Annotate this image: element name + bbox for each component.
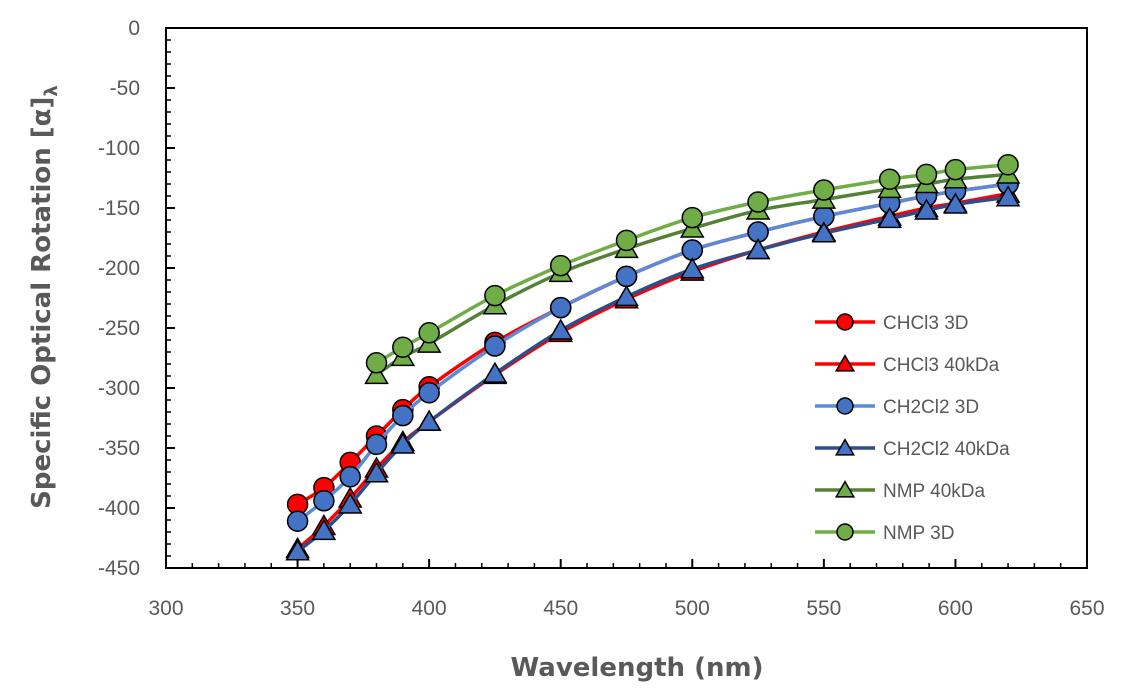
data-point — [914, 198, 939, 220]
y-tick-label: -100 — [98, 137, 140, 160]
data-point — [365, 352, 388, 374]
data-point — [285, 539, 310, 561]
data-point — [614, 284, 639, 307]
x-tick-label: 550 — [806, 597, 841, 620]
legend-item: CHCl3 3D — [815, 313, 969, 334]
legend-marker — [834, 480, 856, 498]
data-point — [364, 461, 389, 483]
data-point — [997, 154, 1019, 176]
x-axis-title: Wavelength (nm) — [511, 653, 764, 683]
legend-label: NMP 40kDa — [883, 481, 986, 502]
y-tick-label: -350 — [98, 437, 140, 460]
x-tick-label: 450 — [543, 597, 578, 620]
data-point — [416, 409, 442, 431]
data-point — [313, 490, 335, 512]
data-point — [811, 221, 837, 243]
data-point — [747, 191, 769, 213]
data-point — [679, 257, 705, 279]
legend-marker — [834, 354, 856, 372]
series-nmp-3d — [365, 154, 1019, 374]
data-point — [339, 466, 361, 488]
y-axis-title-main: Specific Optical Rotation [α] — [27, 97, 57, 509]
y-tick-label: -250 — [98, 317, 140, 340]
data-point — [418, 382, 440, 404]
data-point — [418, 322, 440, 344]
x-tick-label: 300 — [148, 597, 183, 620]
legend-label: CH2Cl2 3D — [883, 397, 979, 418]
x-tick-label: 350 — [280, 597, 315, 620]
y-axis-title-sub: λ — [41, 85, 62, 96]
data-point — [615, 265, 638, 288]
y-tick-label: -450 — [98, 557, 140, 580]
data-point — [392, 404, 414, 427]
y-tick-label: -150 — [98, 197, 140, 220]
legend-item: CH2Cl2 40kDa — [815, 438, 1010, 460]
y-axis-title: Specific Optical Rotation [α]λ — [27, 85, 62, 509]
data-point — [681, 206, 704, 229]
data-point — [878, 168, 901, 190]
series-ch2cl2-3d — [286, 173, 1019, 532]
data-point — [484, 335, 506, 357]
data-point — [365, 433, 388, 456]
legend-label: NMP 3D — [883, 523, 954, 544]
data-point — [813, 179, 835, 201]
legend-label: CHCl3 3D — [883, 313, 969, 334]
y-tick-label: 0 — [128, 17, 140, 40]
legend-marker — [836, 397, 854, 415]
data-point — [549, 296, 572, 319]
y-tick-label: -50 — [110, 77, 140, 100]
data-point — [286, 510, 309, 532]
legend-marker — [836, 523, 854, 541]
x-tick-label: 600 — [938, 597, 973, 620]
series-layer — [285, 154, 1021, 561]
legend-item: NMP 40kDa — [815, 480, 986, 502]
y-tick-label: -400 — [98, 497, 140, 520]
data-point — [392, 336, 414, 358]
legend-item: CHCl3 40kDa — [815, 354, 1000, 376]
y-tick-label: -200 — [98, 257, 140, 280]
data-point — [995, 185, 1021, 207]
axes: 0 -50 -100 -150 -200 -250 -300 -350 -400 -450 300 3… — [98, 17, 1105, 620]
data-point — [915, 163, 938, 186]
data-point — [548, 318, 574, 340]
x-tick-label: 500 — [675, 597, 710, 620]
data-point — [943, 192, 968, 214]
plot-frame — [165, 27, 1088, 569]
series-line — [296, 195, 1009, 553]
legend-marker — [836, 313, 854, 331]
data-point — [482, 361, 508, 383]
data-point — [615, 229, 638, 252]
data-point — [877, 206, 902, 229]
data-point — [549, 254, 572, 277]
x-tick-label: 400 — [412, 597, 447, 620]
legend-item: NMP 3D — [815, 523, 954, 544]
series-ch2cl2-40kda — [285, 185, 1021, 561]
legend-label: CH2Cl2 40kDa — [883, 439, 1010, 460]
data-point — [484, 284, 506, 307]
data-point — [364, 362, 389, 385]
legend: CHCl3 3D CHCl3 40kDa CH2Cl2 3D CH2Cl2 40kDa… — [815, 313, 1010, 544]
data-point — [311, 518, 337, 541]
legend-label: CHCl3 40kDa — [883, 355, 1000, 376]
data-point — [745, 238, 771, 260]
data-point — [681, 239, 704, 261]
series-line — [296, 182, 1009, 523]
data-point — [337, 492, 363, 514]
data-point — [390, 432, 416, 454]
legend-item: CH2Cl2 3D — [815, 397, 979, 418]
x-tick-label: 650 — [1069, 597, 1104, 620]
data-point — [944, 158, 967, 181]
legend-marker — [834, 438, 856, 456]
y-tick-label: -300 — [98, 377, 140, 400]
